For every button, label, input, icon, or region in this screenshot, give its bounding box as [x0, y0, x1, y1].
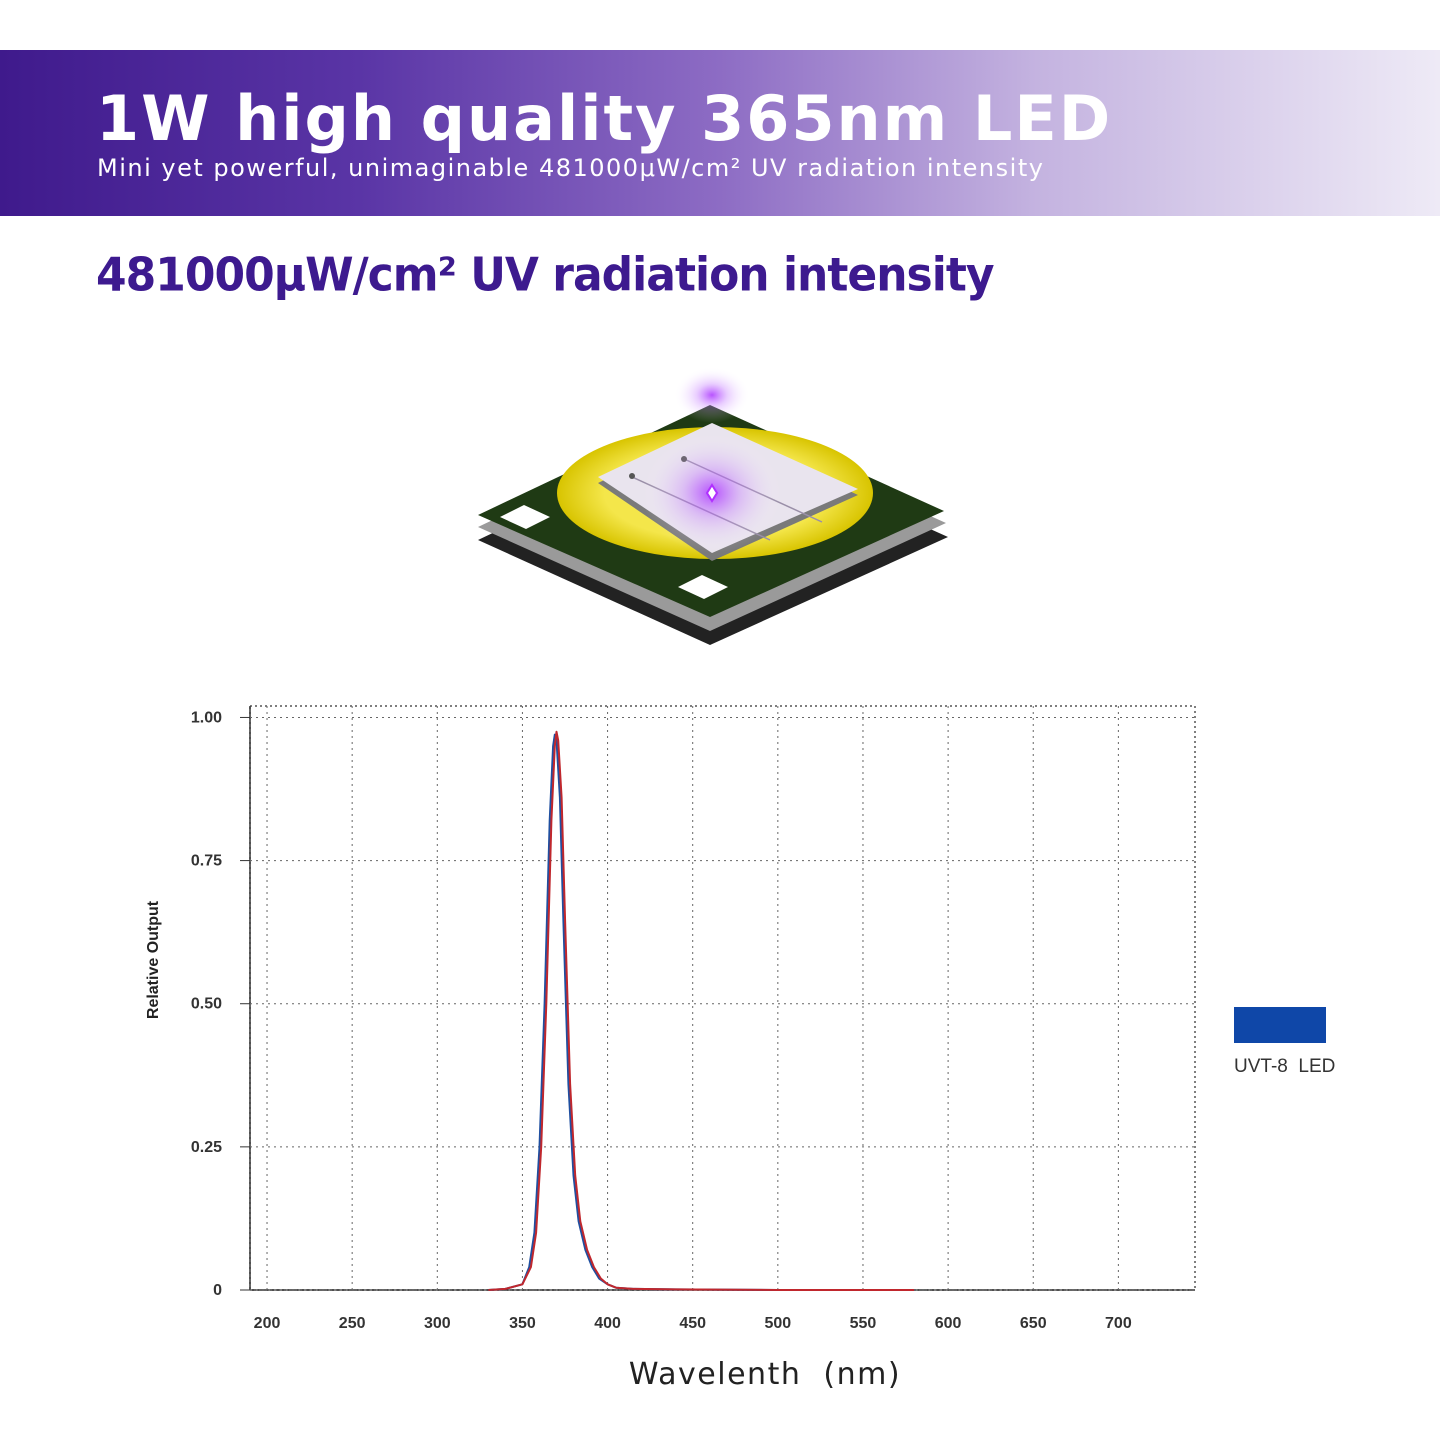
x-tick-label: 450 [679, 1315, 706, 1332]
x-tick-label: 700 [1105, 1315, 1132, 1332]
series-line [488, 730, 915, 1291]
x-tick-label: 300 [424, 1315, 451, 1332]
solder-pad-left [500, 505, 550, 529]
x-tick-label: 500 [764, 1315, 791, 1332]
y-axis-label: Relative Output [145, 900, 162, 1019]
spectrum-chart: 200 250 300 350 400 450 500 550 600 650 700 0 0.25 0.… [145, 705, 1196, 1392]
plot-frame [249, 705, 1196, 1291]
x-tick-label: 400 [594, 1315, 621, 1332]
y-tick-label: 1.00 [191, 709, 222, 726]
x-tick-label: 600 [935, 1315, 962, 1332]
solder-pad-right [678, 575, 728, 599]
banner-title: 1W high quality 365nm LED [96, 82, 1113, 155]
y-tick-label: 0 [213, 1282, 222, 1299]
x-axis-label: Wavelenth (nm) [629, 1357, 901, 1392]
legend-swatch [1234, 1007, 1326, 1043]
y-tick-label: 0.75 [191, 853, 222, 870]
x-tick-label: 350 [509, 1315, 536, 1332]
led-chip-illustration [478, 367, 948, 645]
x-tick-label: 200 [254, 1315, 281, 1332]
banner-subtitle: Mini yet powerful, unimaginable 481000μW… [97, 154, 1045, 182]
y-tick-label: 0.50 [191, 996, 222, 1013]
legend-label: UVT-8 LED [1234, 1056, 1336, 1077]
x-tick-label: 550 [850, 1315, 877, 1332]
x-tick-label: 650 [1020, 1315, 1047, 1332]
uv-emitter [705, 483, 719, 503]
uv-glow-top [674, 367, 750, 423]
y-tick-label: 0.25 [191, 1139, 222, 1156]
x-tick-label: 250 [339, 1315, 366, 1332]
intensity-headline: 481000μW/cm² UV radiation intensity [96, 248, 995, 303]
header-banner: 1W high quality 365nm LED Mini yet power… [0, 50, 1440, 216]
